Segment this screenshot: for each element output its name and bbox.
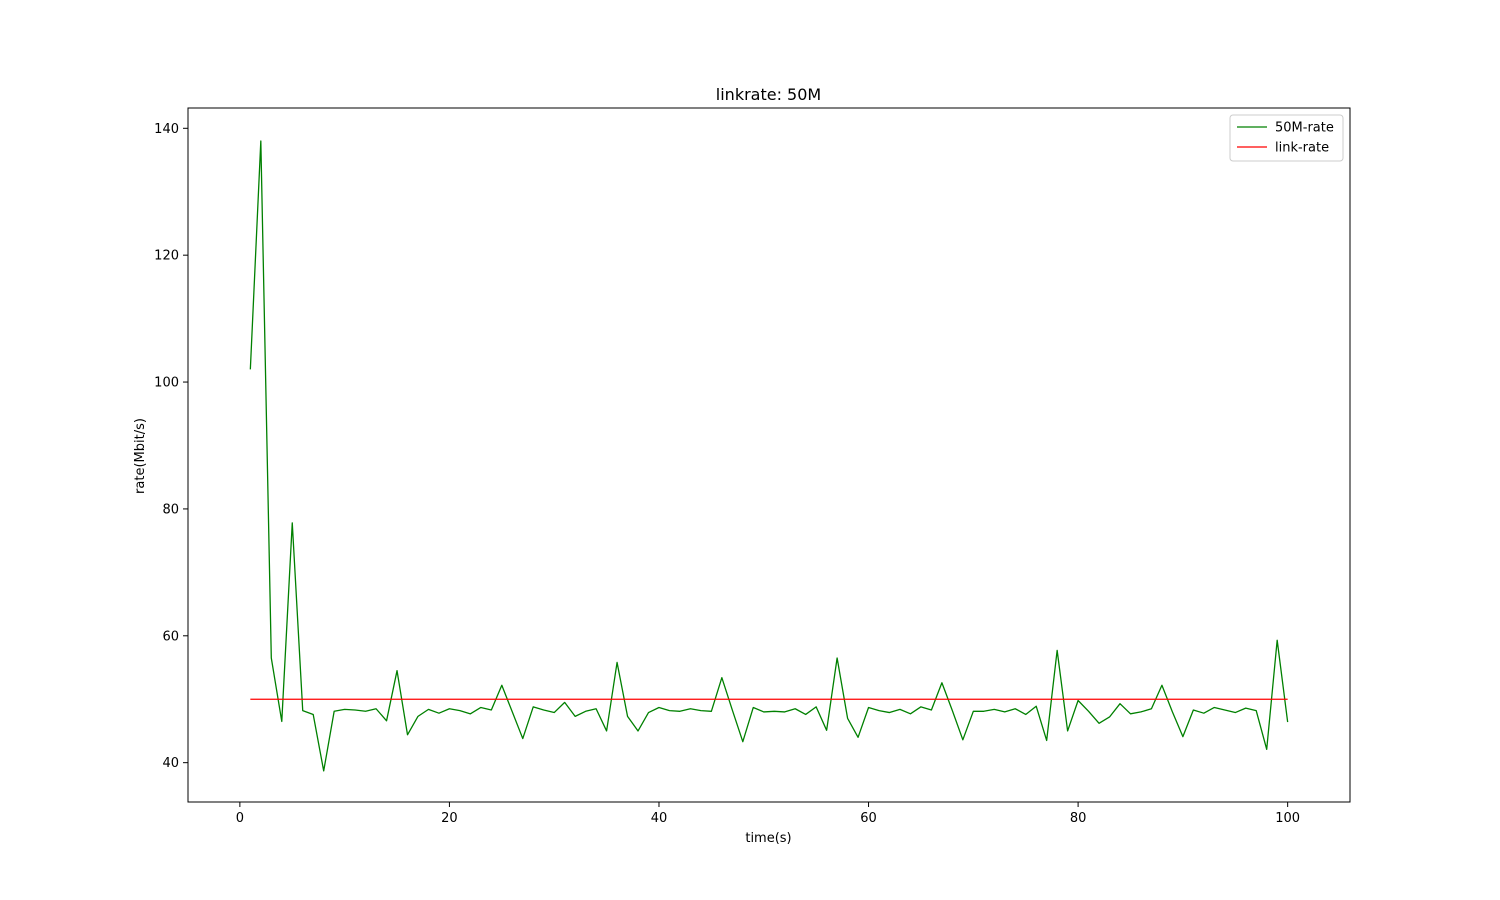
x-tick-label: 40 bbox=[651, 811, 668, 826]
x-tick-label: 20 bbox=[441, 811, 458, 826]
x-axis: 0 20 40 60 80 100 bbox=[236, 802, 1300, 826]
x-tick-label: 60 bbox=[860, 811, 877, 826]
y-tick-label: 140 bbox=[154, 122, 179, 137]
y-tick-label: 120 bbox=[154, 249, 179, 264]
x-tick-label: 100 bbox=[1275, 811, 1300, 826]
series-line-50M-rate bbox=[249, 140, 1289, 772]
y-tick-label: 100 bbox=[154, 376, 179, 391]
y-axis: 40 60 80 100 120 140 bbox=[154, 122, 188, 771]
y-tick-label: 40 bbox=[162, 756, 179, 771]
chart-title: linkrate: 50M bbox=[716, 85, 821, 104]
x-axis-title: time(s) bbox=[745, 831, 791, 846]
plot-frame bbox=[187, 107, 1351, 803]
legend-label: 50M-rate bbox=[1275, 121, 1334, 136]
plot-lines bbox=[249, 140, 1289, 772]
x-tick-label: 80 bbox=[1070, 811, 1087, 826]
y-tick-label: 80 bbox=[162, 502, 179, 517]
legend: 50M-rate link-rate bbox=[1229, 114, 1344, 162]
y-axis-title: rate(Mbit/s) bbox=[133, 418, 148, 494]
legend-label: link-rate bbox=[1275, 141, 1329, 156]
x-tick-label: 0 bbox=[236, 811, 244, 826]
y-tick-label: 60 bbox=[162, 629, 179, 644]
